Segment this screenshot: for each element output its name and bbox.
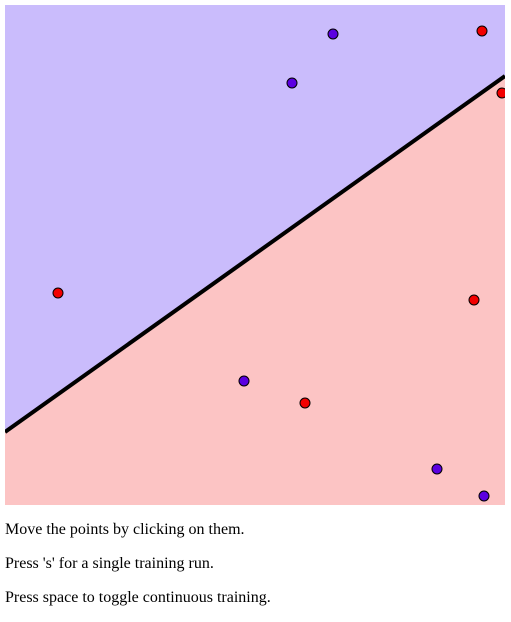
perceptron-canvas[interactable] <box>5 5 505 505</box>
class-b-point-3[interactable] <box>496 87 505 99</box>
instructions: Move the points by clicking on them. Pre… <box>5 520 271 622</box>
class-b-point-5[interactable] <box>468 294 480 306</box>
classification-plot[interactable] <box>5 5 505 505</box>
class-a-point-6[interactable] <box>238 375 250 387</box>
class-b-point-7[interactable] <box>299 397 311 409</box>
instruction-single-run: Press 's' for a single training run. <box>5 555 214 572</box>
class-a-point-8[interactable] <box>431 463 443 475</box>
class-a-point-9[interactable] <box>478 490 490 502</box>
data-points[interactable] <box>52 25 505 502</box>
class-b-region <box>5 76 505 505</box>
class-a-region <box>5 5 505 432</box>
instruction-move-points: Move the points by clicking on them. <box>5 521 245 538</box>
class-a-point-1[interactable] <box>286 77 298 89</box>
instruction-continuous-training: Press space to toggle continuous trainin… <box>5 589 271 606</box>
class-a-point-0[interactable] <box>327 28 339 40</box>
class-b-point-4[interactable] <box>52 287 64 299</box>
decision-boundary-line <box>5 74 505 434</box>
class-b-point-2[interactable] <box>476 25 488 37</box>
